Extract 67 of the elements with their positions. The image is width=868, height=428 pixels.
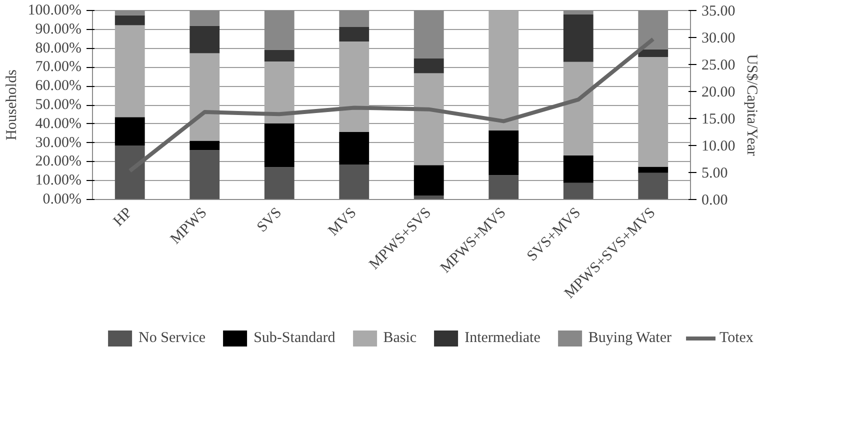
bar (414, 58, 444, 74)
y-tick-label: 40.00% (35, 116, 82, 132)
bar (264, 167, 294, 200)
bar (563, 62, 594, 156)
line-series (128, 37, 656, 173)
y2-axis-title: US$/Capita/Year (743, 54, 760, 156)
bar (638, 166, 668, 173)
bar (114, 117, 145, 146)
y-tick-label: 90.00% (35, 21, 82, 38)
bar (190, 10, 220, 26)
bar (488, 130, 519, 176)
bar (563, 10, 594, 14)
y-tick-label: 80.00% (35, 40, 82, 56)
y2-tick-label: 10.00 (702, 138, 736, 154)
bar (339, 41, 370, 132)
bar (414, 10, 444, 59)
bar (638, 172, 668, 200)
bar (114, 25, 145, 118)
bar (190, 150, 220, 200)
y-tick-label: 0.00% (42, 192, 82, 208)
bar (638, 49, 668, 57)
y2-tick-label: 35.00 (702, 4, 736, 20)
x-tick-label: SVS (254, 204, 286, 236)
bar (339, 132, 370, 165)
y2-tick-label: 5.00 (702, 166, 728, 182)
bar (114, 15, 145, 26)
bar (114, 145, 145, 200)
bar (488, 10, 519, 130)
legend-label: Sub-Standard (254, 330, 336, 346)
bar (414, 73, 444, 166)
y-tick-label: 10.00% (35, 172, 82, 189)
legend-label: Totex (719, 330, 754, 346)
bar (563, 155, 594, 183)
y2-tick-label: 20.00 (702, 84, 736, 100)
bar (638, 10, 668, 50)
y2-tick-label: 15.00 (702, 112, 736, 128)
bar (264, 62, 294, 124)
bar (414, 165, 444, 196)
y-tick-label: 50.00% (35, 97, 82, 113)
legend-label: Intermediate (464, 330, 540, 346)
bar (114, 10, 145, 16)
y-tick-label: 20.00% (35, 154, 82, 170)
x-tick-label: HP (110, 204, 136, 230)
bar (190, 26, 220, 54)
y-tick-label: 30.00% (35, 134, 82, 151)
bar (190, 140, 220, 150)
bar (264, 123, 294, 168)
y-tick-label: 70.00% (35, 59, 82, 76)
bar (638, 56, 668, 167)
y2-tick-label: 0.00 (702, 192, 728, 208)
bar (339, 10, 370, 27)
bar (339, 26, 370, 42)
y2-tick-label: 25.00 (702, 58, 736, 74)
bar (264, 10, 294, 50)
bar (563, 182, 594, 200)
bar (488, 175, 519, 200)
legend-label: Basic (383, 330, 417, 346)
y-tick-label: 100.00% (28, 2, 82, 18)
y2-tick-label: 30.00 (702, 30, 736, 46)
legend-label: No Service (138, 330, 206, 346)
legend-label: Buying Water (588, 330, 672, 346)
y-tick-label: 60.00% (35, 78, 82, 94)
bar (264, 50, 294, 62)
y-axis-title: Households (4, 69, 20, 140)
bar (563, 14, 594, 62)
bar (190, 53, 220, 141)
bar (339, 164, 370, 200)
